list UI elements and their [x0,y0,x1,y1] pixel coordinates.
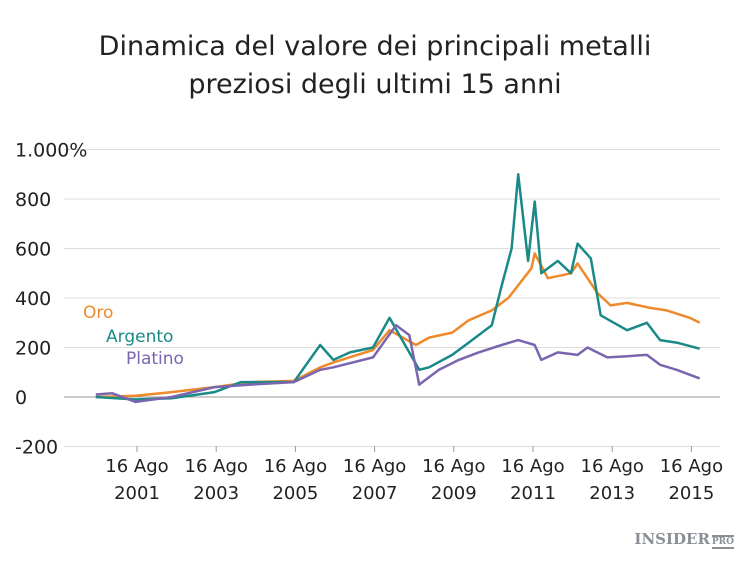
x-tick-label: 16 Ago [422,456,485,477]
x-tick-label: 2007 [352,483,398,504]
title-line-2: preziosi degli ultimi 15 anni [188,69,562,100]
insider-pro-logo: INSIDER PRO [634,530,734,549]
y-tick-label: 0 [15,387,27,409]
series-line-platino [95,323,701,404]
x-tick-label: 2015 [668,483,714,504]
x-tick-label: 16 Ago [264,456,327,477]
x-tick-label: 16 Ago [581,456,644,477]
x-tick-label: 2013 [589,483,635,504]
x-tick-label: 2011 [510,483,556,504]
y-tick-label: 800 [15,189,51,211]
series-line-argento [95,173,701,401]
y-tick-label: 400 [15,288,51,310]
x-tick-label: 2003 [193,483,239,504]
y-tick-label: 600 [15,239,51,261]
chart-title: Dinamica del valore dei principali metal… [0,28,750,104]
x-tick-label: 16 Ago [501,456,564,477]
y-tick-label: 1.000% [15,140,87,162]
title-line-1: Dinamica del valore dei principali metal… [98,31,652,62]
legend-label-oro: Oro [83,303,113,323]
x-tick-label: 16 Ago [105,456,168,477]
x-tick-label: 2009 [431,483,477,504]
y-tick-label: 200 [15,338,51,360]
x-tick-label: 16 Ago [660,456,723,477]
x-tick-label: 16 Ago [343,456,406,477]
x-tick-label: 2001 [114,483,160,504]
y-tick-label: -200 [15,437,58,459]
x-tick-label: 16 Ago [185,456,248,477]
legend-label-argento: Argento [106,327,173,347]
x-tick-label: 2005 [272,483,318,504]
legend-label-platino: Platino [126,349,184,369]
